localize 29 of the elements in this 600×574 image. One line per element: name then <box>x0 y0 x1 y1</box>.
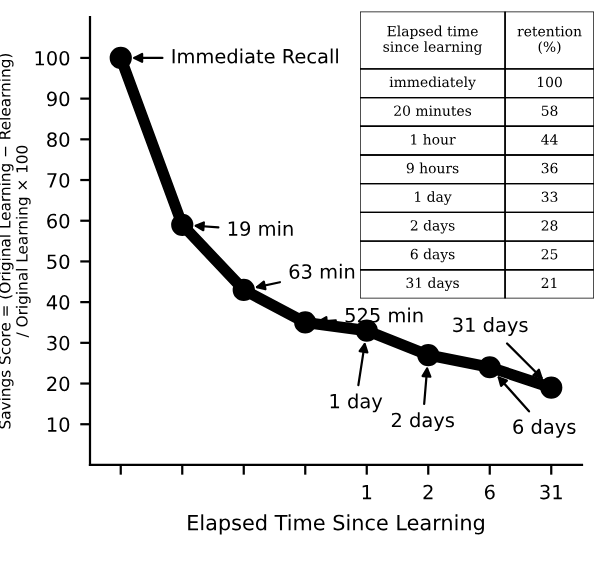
point <box>478 356 501 379</box>
point <box>417 343 440 367</box>
x-tick-label: 31 <box>540 484 562 500</box>
point <box>232 278 255 302</box>
point <box>540 376 563 399</box>
x-axis-title: Elapsed Time Since Learning <box>188 514 484 535</box>
annotation: 2 days <box>391 412 454 432</box>
y-tick-label: 50 <box>47 254 70 270</box>
annotation: Immediate Recall <box>172 48 338 64</box>
annotation: 63 min <box>289 263 355 279</box>
x-tick-label: 6 <box>484 484 495 500</box>
annotation: 19 min <box>228 220 293 236</box>
x-tick-label: 2 <box>423 484 433 500</box>
annotation: 6 days <box>513 418 576 438</box>
y-tick-label: 100 <box>35 50 70 66</box>
y-tick-label: 10 <box>47 417 70 432</box>
annotation: 31 days <box>453 317 528 336</box>
y-tick-label: 30 <box>47 335 70 351</box>
y-tick-label: 80 <box>47 132 70 147</box>
y-tick-label: 70 <box>47 172 70 188</box>
y-tick-label: 20 <box>47 376 70 392</box>
y-tick-label: 40 <box>46 295 70 310</box>
annotation: 1 day <box>330 393 383 413</box>
point <box>171 213 194 236</box>
y-tick-label: 90 <box>47 91 70 107</box>
y-tick-label: 60 <box>47 213 70 229</box>
point <box>109 46 132 70</box>
x-tick-label: 1 <box>362 484 372 500</box>
point <box>294 311 317 334</box>
